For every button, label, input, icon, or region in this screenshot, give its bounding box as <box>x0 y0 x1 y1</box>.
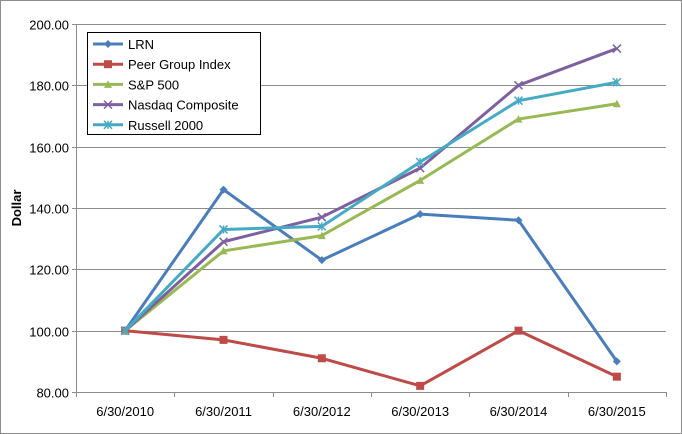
x-marker-stroke <box>218 237 229 247</box>
x-axis-tick-labels: 6/30/2010 6/30/2011 6/30/2012 6/30/2013 6/30… <box>96 404 646 419</box>
square-marker <box>612 372 621 381</box>
y-tick-label: 100.00 <box>29 325 69 340</box>
series-line <box>123 188 619 363</box>
series-russell-2000 <box>120 77 622 336</box>
legend-item-nasdaq-composite: Nasdaq Composite <box>93 98 239 113</box>
triangle-marker <box>514 115 523 123</box>
legend: LRN Peer Group Index S&P 500 Nasdaq Composi… <box>87 32 261 135</box>
diamond-marker <box>514 216 523 225</box>
y-tick-label: 140.00 <box>29 202 69 217</box>
legend-item-russell-2000: Russell 2000 <box>93 118 203 133</box>
legend-label: Russell 2000 <box>128 118 203 133</box>
y-tick-label: 120.00 <box>29 263 69 278</box>
series-lines <box>120 44 622 390</box>
diamond-marker <box>219 185 228 194</box>
diamond-marker <box>317 256 326 265</box>
square-marker <box>514 326 523 335</box>
y-tick-label: 80.00 <box>36 386 69 401</box>
star-marker <box>612 77 622 87</box>
y-tick-label: 160.00 <box>29 141 69 156</box>
legend-label: Nasdaq Composite <box>128 98 239 113</box>
axes <box>72 24 667 397</box>
star-marker <box>415 157 425 167</box>
x-marker-stroke <box>317 212 327 222</box>
x-marker <box>218 237 229 247</box>
triangle-marker <box>317 231 326 240</box>
star-marker <box>120 326 130 336</box>
square-marker <box>416 381 425 390</box>
triangle-marker <box>219 246 228 255</box>
star-marker <box>317 221 327 231</box>
x-marker-stroke <box>103 100 113 110</box>
square-marker <box>317 354 326 363</box>
legend-label: Peer Group Index <box>128 57 231 72</box>
series-line <box>124 102 618 332</box>
x-tick-label: 6/30/2015 <box>588 404 646 419</box>
diamond-marker <box>104 40 112 48</box>
star-marker <box>218 224 229 234</box>
x-marker <box>612 44 622 54</box>
triangle-marker <box>416 176 425 184</box>
series-line <box>125 329 618 388</box>
square-marker <box>219 335 228 344</box>
square-marker <box>104 60 112 69</box>
legend-item-s-p-500: S&P 500 <box>93 77 179 92</box>
triangle-marker <box>612 99 621 108</box>
y-tick-label: 180.00 <box>29 79 69 94</box>
diamond-marker <box>416 210 425 219</box>
series-line <box>124 80 618 332</box>
x-tick-label: 6/30/2014 <box>490 404 548 419</box>
x-marker <box>317 212 327 222</box>
star-marker <box>513 96 524 106</box>
y-tick-label: 200.00 <box>29 18 69 33</box>
legend-item-peer-group-index: Peer Group Index <box>93 57 231 72</box>
x-tick-label: 6/30/2011 <box>195 404 252 419</box>
legend-item-lrn: LRN <box>93 37 154 52</box>
x-marker-stroke <box>612 44 622 54</box>
legend-label: LRN <box>128 37 154 52</box>
x-marker-stroke <box>513 80 524 90</box>
x-tick-label: 6/30/2010 <box>96 404 154 419</box>
y-axis-title: Dollar <box>9 190 24 227</box>
y-axis-tick-labels: 80.00 100.00 120.00 140.00 160.00 180.00 200.0… <box>29 18 69 401</box>
x-tick-label: 6/30/2013 <box>391 404 449 419</box>
x-marker <box>513 80 524 90</box>
x-marker <box>103 100 113 110</box>
triangle-marker <box>104 80 112 88</box>
x-tick-label: 6/30/2012 <box>293 404 351 419</box>
diamond-marker <box>612 357 621 366</box>
star-marker <box>103 120 113 130</box>
legend-label: S&P 500 <box>128 77 179 92</box>
